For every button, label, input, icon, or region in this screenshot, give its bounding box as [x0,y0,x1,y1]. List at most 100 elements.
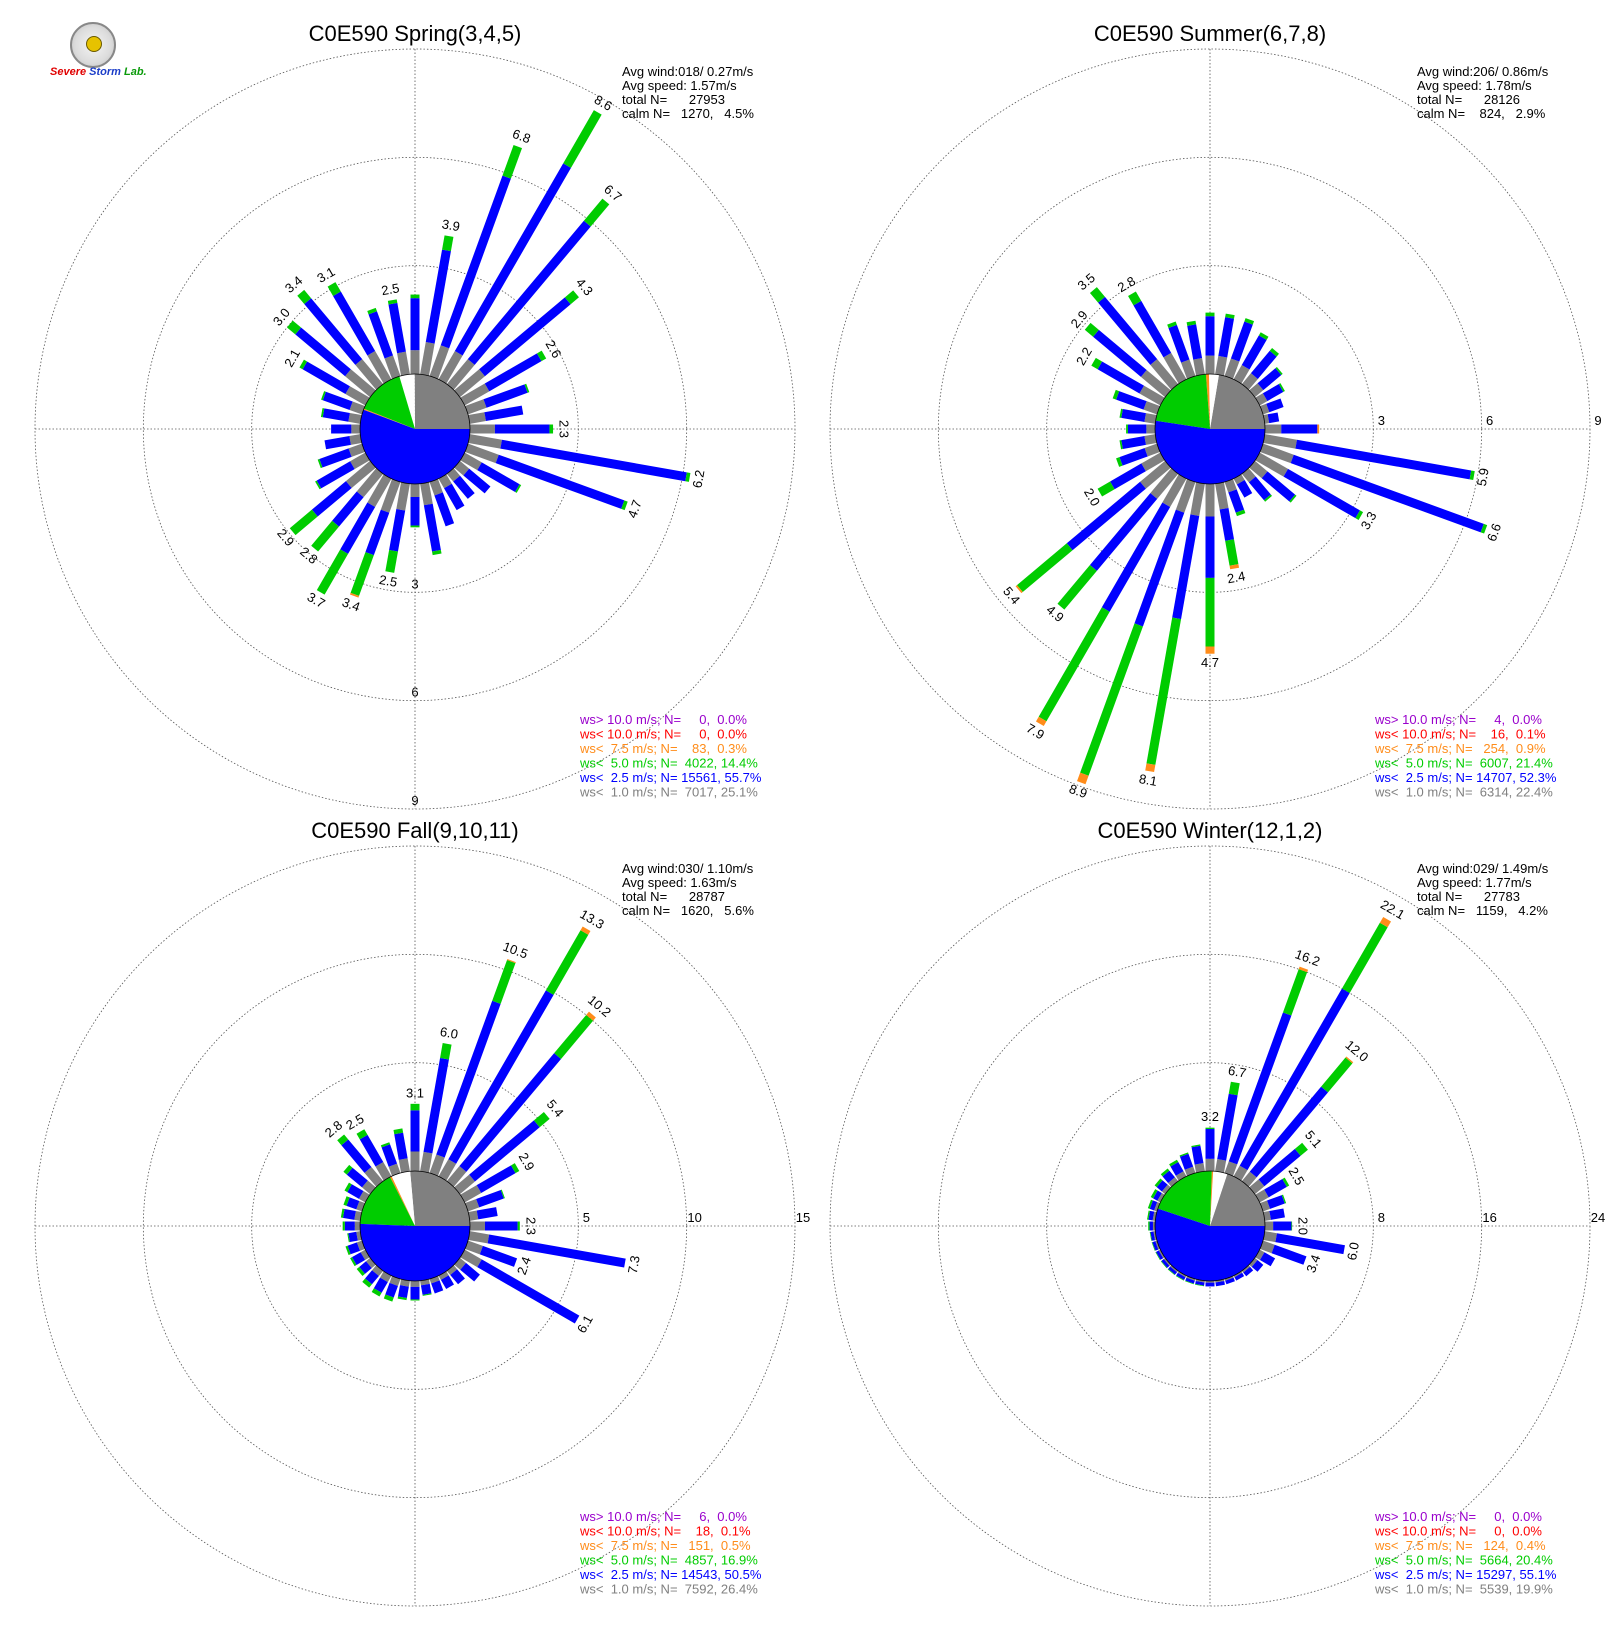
bar-segment-lt5 [380,1142,391,1148]
ring-label: 16 [1482,1210,1496,1225]
wind-bar [1224,479,1246,517]
wind-bar [1147,1199,1160,1212]
bar-segment-lt5 [1038,607,1110,722]
ring-label: 5 [583,1210,590,1225]
bar-segment-lt1 [1260,1200,1271,1212]
bar-segment-lt2_5 [1251,1259,1264,1272]
wind-bar [410,1281,420,1301]
bar-segment-lt7_5 [507,958,516,964]
bar-segment-lt1 [1181,359,1196,379]
bar-segment-lt1 [1140,370,1171,398]
bar-segment-lt2_5 [319,448,352,468]
bar-segment-lt1 [1224,479,1237,493]
bar-value-label: 2.8 [1115,273,1138,295]
wind-bar [1167,1265,1179,1276]
bar-segment-lt2_5 [1089,493,1158,571]
bar-segment-lt1 [1170,1265,1179,1273]
ring-label: 6 [411,685,418,700]
bar-segment-lt1 [429,479,443,496]
bar-segment-lt5 [440,1043,452,1060]
wind-bar [1205,484,1215,654]
bar-segment-lt2_5 [1241,335,1267,370]
bar-segment-lt5 [356,1129,368,1140]
legend-entry: ws< 1.0 m/s; N= 6314, 22.4% [1374,785,1553,800]
bar-segment-lt7_5 [1317,424,1320,434]
bar-segment-lt2_5 [1153,1190,1162,1201]
bar-value-label: 3.1 [406,1085,424,1100]
bar-segment-lt5 [1116,457,1123,467]
bar-segment-lt1 [1249,1257,1258,1267]
bar-segment-lt1 [1163,1257,1171,1266]
bar-segment-lt2_5 [1110,463,1146,490]
wind-bar [380,1142,401,1176]
bar-value-label: 6.8 [511,126,533,146]
bar-segment-lt2_5 [423,1057,449,1154]
bar-segment-lt1 [465,1240,483,1255]
wind-bar [410,1103,420,1171]
wind-bar [454,460,491,494]
bar-segment-lt1 [1224,1161,1238,1176]
bar-segment-lt2_5 [1162,1170,1175,1184]
bar-segment-lt2_5 [394,1132,408,1160]
legend-entry: ws< 1.0 m/s; N= 7592, 26.4% [579,1582,758,1597]
wind-bar [387,299,410,376]
bar-segment-lt5 [289,509,318,536]
bar-segment-lt5 [1154,1178,1163,1188]
bar-segment-lt1 [1249,383,1264,398]
bar-segment-lt2_5 [1149,1221,1153,1231]
wind-bar [1241,1265,1254,1277]
legend-entry: ws< 7.5 m/s; N= 254, 0.9% [1374,741,1546,756]
stats-line: Avg speed: 1.78m/s [1417,78,1532,93]
bar-value-label: 8.9 [1067,781,1089,801]
bar-segment-lt1 [349,434,362,445]
bar-segment-lt5 [549,424,554,434]
bar-segment-lt5 [327,282,341,297]
wind-bar [1263,1231,1345,1255]
bar-segment-lt2_5 [1098,296,1158,365]
bar-value-label: 2.3 [523,1217,538,1235]
calm-pie-outline [359,373,471,485]
wind-bar [465,383,530,415]
bar-segment-lt5 [410,1103,420,1111]
bar-segment-lt1 [1263,434,1297,449]
bar-segment-lt2_5 [454,163,571,356]
bar-segment-lt2_5 [359,1134,384,1167]
wind-bar [317,443,365,469]
bar-segment-lt5 [1278,383,1285,392]
bar-segment-lt1 [1260,443,1294,464]
bar-segment-lt1 [1255,452,1289,477]
bar-segment-lt1 [469,1221,485,1231]
wind-bar [468,1207,498,1221]
bar-segment-lt1 [1161,1184,1171,1195]
bar-segment-lt5 [533,1111,550,1128]
bar-segment-lt2_5 [316,461,355,489]
wind-bar [1084,322,1171,398]
bar-segment-lt5 [1084,322,1099,337]
bar-value-label: 6.2 [689,469,707,489]
bar-segment-lt5 [1167,321,1177,328]
wind-bar [299,359,370,406]
wind-bar [1097,452,1165,497]
bar-segment-lt1 [1249,460,1268,479]
bar-segment-lt2_5 [1066,481,1146,551]
bar-segment-lt5 [1057,565,1097,610]
wind-bar [468,1231,626,1268]
bar-segment-lt2_5 [341,1139,372,1173]
bar-segment-lt5 [350,552,374,596]
bar-value-label: 6.6 [1484,521,1504,543]
wind-bar [1233,332,1269,384]
bar-segment-lt2_5 [1248,476,1271,501]
bar-value-label: 16.2 [1293,946,1322,969]
bar-segment-lt5 [1282,969,1308,1016]
bar-segment-lt5 [1097,481,1115,497]
wind-bar [460,1163,520,1203]
wind-bar [1151,1240,1160,1251]
bar-segment-lt5 [515,484,522,493]
wind-bar [1195,1279,1205,1287]
wind-bar [1265,424,1320,434]
wind-bar [420,1043,452,1173]
wind-bar [1260,1194,1287,1212]
wind-bar [1263,412,1280,424]
bar-segment-lt2_5 [1116,391,1147,410]
